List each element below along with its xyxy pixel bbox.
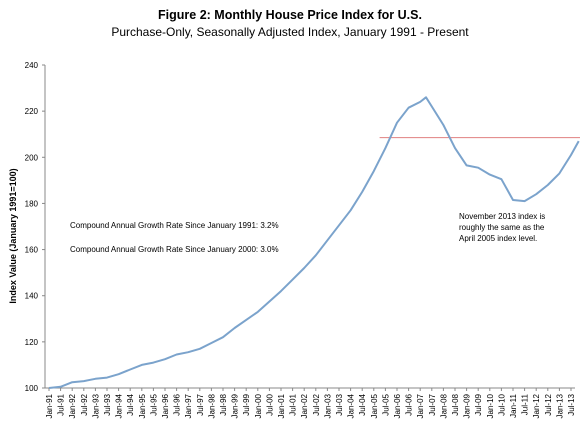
annotation-nov-2013-line2: roughly the same as the <box>459 223 545 232</box>
annotation-nov-2013-line3: April 2005 index level. <box>459 234 537 243</box>
x-tick-label: Jan-01 <box>277 393 286 418</box>
x-tick-label: Jul-01 <box>289 393 298 415</box>
x-tick-label: Jan-98 <box>207 393 216 418</box>
x-tick-label: Jul-93 <box>103 393 112 415</box>
y-axis-label: Index Value (January 1991=100) <box>8 168 18 303</box>
annotation-cagr-1991: Compound Annual Growth Rate Since Januar… <box>70 221 279 230</box>
y-tick-label: 140 <box>25 292 39 301</box>
x-tick-label: Jul-04 <box>358 393 367 415</box>
hpi-series-line <box>48 96 580 389</box>
x-tick-label: Jul-08 <box>451 393 460 415</box>
x-tick-label: Jul-95 <box>149 393 158 415</box>
x-tick-label: Jan-10 <box>486 393 495 418</box>
x-tick-label: Jul-06 <box>405 393 414 415</box>
x-tick-label: Jul-13 <box>567 393 576 415</box>
x-tick-label: Jan-12 <box>532 393 541 418</box>
x-tick-label: Jul-09 <box>474 393 483 415</box>
x-tick-label: Jan-95 <box>138 393 147 418</box>
x-tick-label: Jul-03 <box>335 393 344 415</box>
x-tick-label: Jan-93 <box>91 393 100 418</box>
x-tick-label: Jan-97 <box>184 393 193 418</box>
x-tick-label: Jul-02 <box>312 393 321 415</box>
x-tick-label: Jul-94 <box>126 393 135 415</box>
chart-title: Figure 2: Monthly House Price Index for … <box>158 8 422 22</box>
y-tick-label: 180 <box>25 199 39 208</box>
x-tick-label: Jul-96 <box>173 393 182 415</box>
x-tick-label: Jul-07 <box>428 393 437 415</box>
x-tick-label: Jan-08 <box>439 393 448 418</box>
x-tick-label: Jul-11 <box>521 393 530 415</box>
x-tick-label: Jul-98 <box>219 393 228 415</box>
y-tick-label: 240 <box>25 61 39 70</box>
y-tick-label: 160 <box>25 246 39 255</box>
y-tick-label: 200 <box>25 153 39 162</box>
x-tick-label: Jul-12 <box>544 393 553 415</box>
x-tick-label: Jul-05 <box>381 393 390 415</box>
x-tick-label: Jul-97 <box>196 393 205 415</box>
x-tick-label: Jan-94 <box>115 393 124 418</box>
x-tick-label: Jan-07 <box>416 393 425 418</box>
x-tick-label: Jan-09 <box>463 393 472 418</box>
y-tick-label: 220 <box>25 107 39 116</box>
x-tick-label: Jan-91 <box>45 393 54 418</box>
x-tick-label: Jan-13 <box>555 393 564 418</box>
annotation-nov-2013-line1: November 2013 index is <box>459 212 545 221</box>
x-tick-label: Jul-92 <box>80 393 89 415</box>
annotation-cagr-2000: Compound Annual Growth Rate Since Januar… <box>70 245 279 254</box>
x-tick-label: Jan-06 <box>393 393 402 418</box>
x-tick-label: Jan-92 <box>68 393 77 418</box>
x-tick-label: Jul-99 <box>242 393 251 415</box>
x-tick-label: Jan-04 <box>347 393 356 418</box>
x-tick-label: Jan-03 <box>323 393 332 418</box>
x-tick-label: Jan-99 <box>231 393 240 418</box>
x-tick-label: Jul-10 <box>497 393 506 415</box>
x-tick-label: Jan-05 <box>370 393 379 418</box>
x-tick-label: Jan-96 <box>161 393 170 418</box>
x-tick-label: Jul-91 <box>57 393 66 415</box>
chart-subtitle: Purchase-Only, Seasonally Adjusted Index… <box>111 25 469 39</box>
x-tick-label: Jan-00 <box>254 393 263 418</box>
x-tick-label: Jan-02 <box>300 393 309 418</box>
x-tick-label: Jan-11 <box>509 393 518 417</box>
y-tick-label: 120 <box>25 338 39 347</box>
x-tick-label: Jul-00 <box>265 393 274 415</box>
y-tick-label: 100 <box>25 384 39 393</box>
